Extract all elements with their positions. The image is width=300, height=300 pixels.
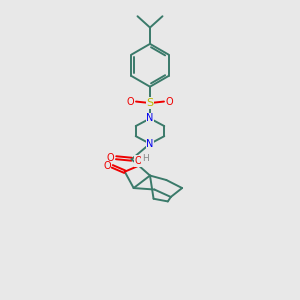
Text: O: O bbox=[103, 161, 111, 171]
Text: O: O bbox=[107, 153, 115, 163]
Text: O: O bbox=[166, 97, 173, 106]
Text: H: H bbox=[142, 154, 149, 163]
Text: O: O bbox=[135, 156, 142, 166]
Text: N: N bbox=[146, 139, 154, 149]
Text: O: O bbox=[127, 97, 134, 106]
Text: S: S bbox=[146, 98, 154, 108]
Text: N: N bbox=[146, 113, 154, 124]
